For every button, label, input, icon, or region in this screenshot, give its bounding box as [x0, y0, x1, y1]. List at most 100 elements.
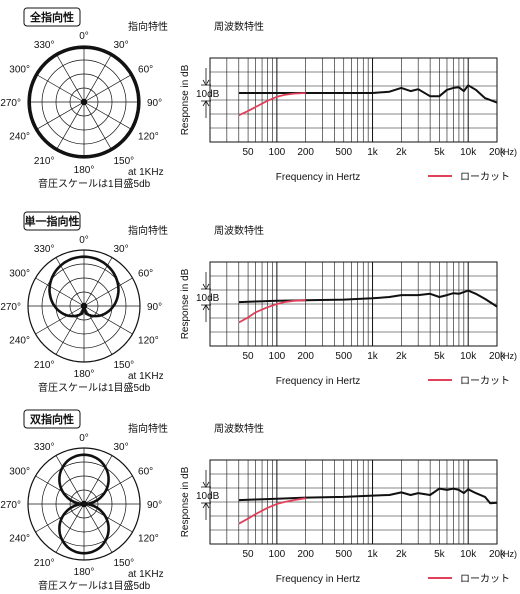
freq-header: 周波数特性 [214, 20, 264, 33]
polar-angle-label: 330° [34, 442, 55, 453]
polar-angle-label: 150° [114, 360, 135, 371]
freq-header: 周波数特性 [214, 224, 264, 237]
lowcut-curve [238, 497, 306, 525]
polar-angle-label: 120° [138, 132, 159, 143]
polar-angle-label: 210° [34, 156, 55, 167]
mode-label-box [23, 7, 81, 27]
polar-angle-label: 60° [138, 269, 153, 280]
legend-label: ローカット [460, 573, 510, 585]
polar-angle-label: 180° [74, 165, 95, 176]
polar-angle-label: 30° [114, 244, 129, 255]
response-x-tick: 2k [396, 549, 408, 560]
freq-note: at 1KHz [128, 569, 164, 580]
response-scale-label: 10dB [196, 491, 220, 502]
response-x-tick: 200 [297, 351, 314, 362]
response-scale-label: 10dB [196, 89, 220, 100]
polar-angle-label: 240° [9, 132, 30, 143]
response-curve [238, 487, 498, 505]
polar-angle-label: 90° [147, 98, 162, 109]
polar-angle-label: 210° [34, 360, 55, 371]
freq-header: 周波数特性 [214, 422, 264, 435]
polar-angle-label: 300° [9, 467, 30, 478]
polar-angle-label: 150° [114, 156, 135, 167]
response-x-tick: 10k [460, 147, 477, 158]
polar-angle-label: 240° [9, 534, 30, 545]
response-x-tick: 500 [335, 147, 352, 158]
response-x-tick: 10k [460, 549, 477, 560]
polar-angle-label: 0° [79, 235, 89, 246]
mode-label-box [23, 409, 81, 429]
polar-angle-label: 240° [9, 336, 30, 347]
lowcut-curve [238, 92, 306, 117]
response-x-tick: 5k [434, 147, 446, 158]
polar-angle-label: 270° [0, 302, 21, 313]
response-chart: 50 100 200 500 1k 2k 5k 10k 20k(Hz) Frequency in … [180, 261, 517, 387]
response-x-tick: 50 [243, 351, 255, 362]
response-x-tick: 20k [489, 351, 506, 362]
response-x-tick: 2k [396, 351, 408, 362]
mode-label: 双指向性 [30, 412, 74, 426]
polar-angle-label: 30° [114, 40, 129, 51]
response-chart: 50 100 200 500 1k 2k 5k 10k 20k(Hz) Frequency in … [180, 57, 517, 183]
polar-center-dot [80, 302, 88, 310]
polar-angle-label: 300° [9, 65, 30, 76]
polar-header: 指向特性 [128, 422, 168, 435]
freq-note: at 1KHz [128, 371, 164, 382]
scale-note: 音圧スケールは1目盛5db [38, 177, 151, 190]
mode-label: 全指向性 [29, 10, 74, 24]
polar-chart: 0° 30° 60° 90° 120° 150° 180° 210° 240° 270° 300° 3… [0, 433, 162, 578]
scale-note: 音圧スケールは1目盛5db [38, 579, 151, 592]
response-x-tick: 1k [367, 147, 379, 158]
polar-angle-label: 60° [138, 467, 153, 478]
response-x-unit: (Hz) [500, 549, 517, 559]
response-x-tick: 2k [396, 147, 408, 158]
response-ylabel: Response in dB [180, 64, 191, 135]
polar-angle-label: 0° [79, 31, 89, 42]
response-x-tick: 20k [489, 147, 506, 158]
response-scale-label: 10dB [196, 293, 220, 304]
response-x-tick: 200 [297, 549, 314, 560]
polar-angle-label: 0° [79, 433, 89, 444]
response-x-tick: 100 [269, 549, 286, 560]
response-x-tick: 20k [489, 549, 506, 560]
response-xlabel: Frequency in Hertz [276, 376, 360, 387]
polar-pattern [28, 46, 140, 158]
polar-chart: 0° 30° 60° 90° 120° 150° 180° 210° 240° 270° 300° 3… [0, 235, 162, 380]
polar-angle-label: 60° [138, 65, 153, 76]
polar-angle-label: 210° [34, 558, 55, 569]
polar-header: 指向特性 [128, 20, 168, 33]
polar-angle-label: 120° [138, 534, 159, 545]
legend-label: ローカット [460, 171, 510, 183]
mode-label: 単一指向性 [25, 214, 80, 228]
polar-angle-label: 90° [147, 302, 162, 313]
response-chart: 50 100 200 500 1k 2k 5k 10k 20k(Hz) Frequency in … [180, 459, 517, 585]
polar-angle-label: 330° [34, 244, 55, 255]
polar-chart: 0° 30° 60° 90° 120° 150° 180° 210° 240° 270° 300° 3… [0, 31, 162, 176]
response-x-unit: (Hz) [500, 147, 517, 157]
polar-angle-label: 180° [74, 567, 95, 578]
scale-note: 音圧スケールは1目盛5db [38, 381, 151, 394]
mode-label-box [23, 211, 81, 231]
polar-angle-label: 300° [9, 269, 30, 280]
response-x-tick: 1k [367, 549, 379, 560]
response-xlabel: Frequency in Hertz [276, 574, 360, 585]
response-x-tick: 100 [269, 147, 286, 158]
response-x-tick: 200 [297, 147, 314, 158]
response-x-tick: 5k [434, 549, 446, 560]
polar-angle-label: 90° [147, 500, 162, 511]
response-x-tick: 500 [335, 351, 352, 362]
polar-center-dot [80, 98, 88, 106]
response-x-tick: 1k [367, 351, 379, 362]
polar-angle-label: 180° [74, 369, 95, 380]
lowcut-curve [238, 299, 306, 324]
polar-center-dot [80, 500, 88, 508]
polar-angle-label: 30° [114, 442, 129, 453]
response-ylabel: Response in dB [180, 268, 191, 339]
response-x-tick: 10k [460, 351, 477, 362]
polar-angle-label: 120° [138, 336, 159, 347]
polar-header: 指向特性 [128, 224, 168, 237]
response-xlabel: Frequency in Hertz [276, 172, 360, 183]
